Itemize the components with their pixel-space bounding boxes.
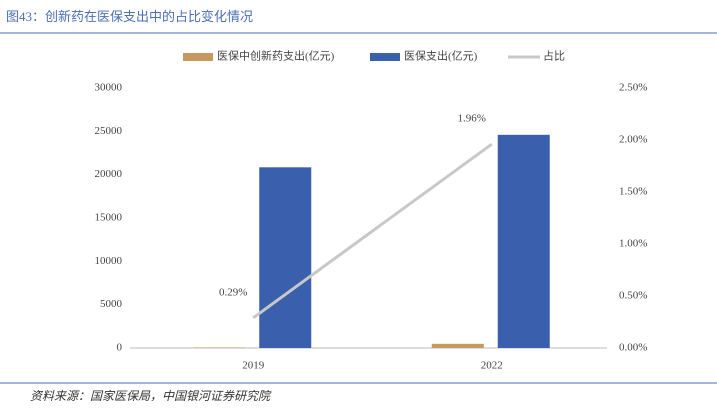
bar [497, 134, 550, 348]
legend-label: 医保支出(亿元) [404, 49, 478, 63]
y2-tick-label: 0.00% [619, 342, 647, 354]
data-label: 1.96% [458, 113, 486, 125]
x-tick-label: 2022 [481, 360, 503, 372]
source: 资料来源：国家医保局，中国银河证券研究院 [30, 389, 272, 403]
y-tick-label: 25000 [95, 125, 123, 137]
x-tick-label: 2019 [242, 360, 265, 372]
y-tick-label: 5000 [100, 298, 123, 310]
y-tick-label: 20000 [95, 168, 123, 180]
y2-tick-label: 2.00% [619, 134, 647, 146]
data-label: 0.29% [219, 286, 247, 298]
y-tick-label: 30000 [95, 82, 123, 94]
chart-title: 图43：创新药在医保支出中的占比变化情况 [6, 9, 253, 24]
bar [431, 343, 484, 348]
legend-swatch [183, 53, 213, 61]
y2-tick-label: 0.50% [619, 290, 647, 302]
bar [193, 347, 246, 348]
y2-tick-label: 1.00% [619, 238, 647, 250]
y2-tick-label: 1.50% [619, 186, 647, 198]
line [252, 142, 493, 320]
y2-tick-label: 2.50% [619, 82, 647, 94]
y-tick-label: 15000 [95, 212, 123, 224]
legend-swatch [370, 53, 400, 61]
y-tick-label: 0 [117, 342, 123, 354]
bar [259, 167, 312, 348]
y-tick-label: 10000 [95, 255, 123, 267]
legend-label: 占比 [543, 49, 565, 63]
legend-label: 医保中创新药支出(亿元) [217, 49, 335, 63]
